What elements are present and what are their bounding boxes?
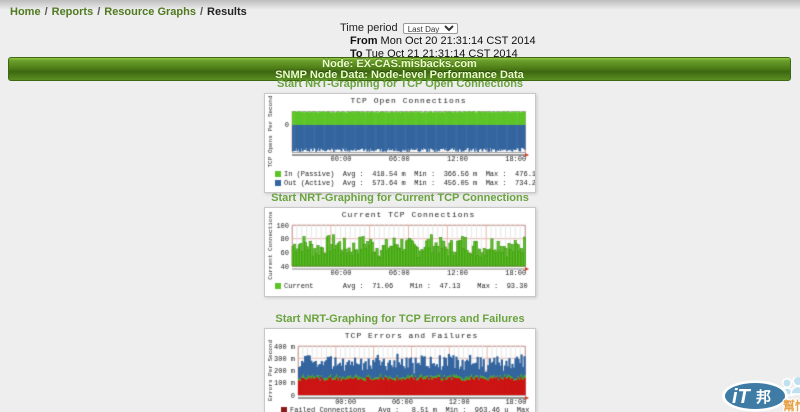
svg-text:幫忙: 幫忙 bbox=[783, 398, 800, 412]
svg-text:邦: 邦 bbox=[756, 388, 771, 406]
svg-text:iT: iT bbox=[732, 386, 752, 408]
